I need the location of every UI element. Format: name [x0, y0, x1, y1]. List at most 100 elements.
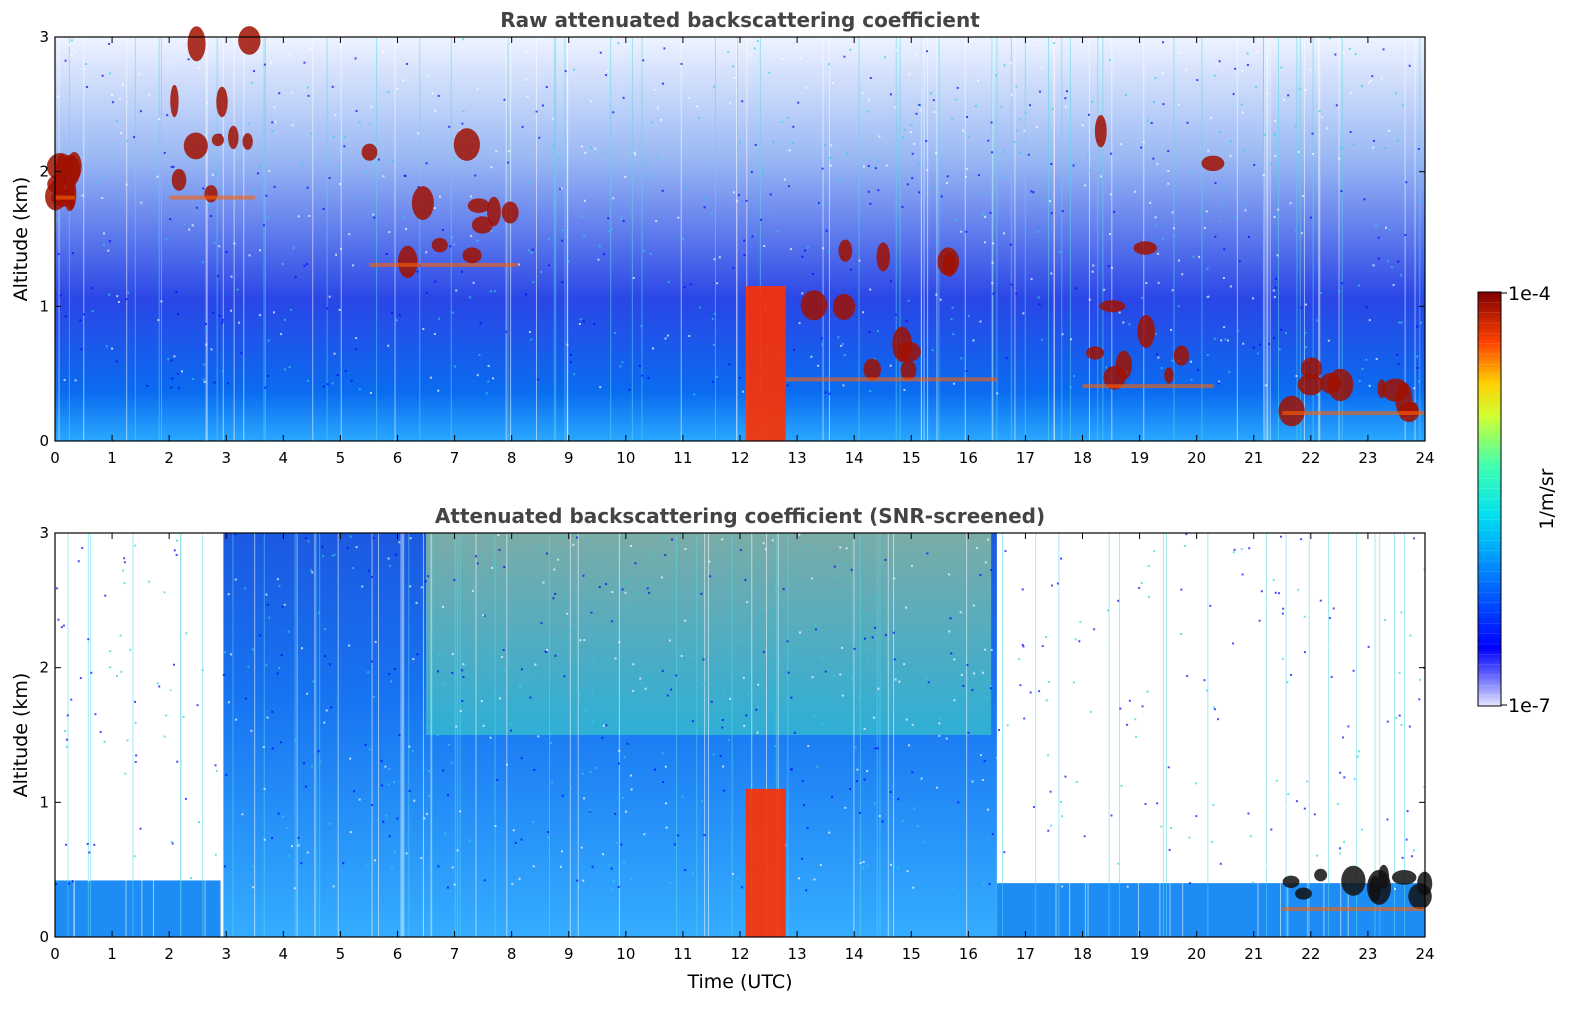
- speckle: [804, 249, 807, 252]
- speckle: [288, 366, 291, 369]
- speckle: [783, 178, 786, 181]
- speckle: [1037, 296, 1040, 299]
- speckle: [1064, 97, 1067, 100]
- speckle: [951, 118, 954, 121]
- speckle: [278, 92, 281, 95]
- speckle: [1330, 675, 1333, 678]
- speckle: [99, 731, 102, 734]
- cloud-cell: [1086, 346, 1104, 360]
- speckle: [977, 79, 980, 82]
- speckle: [437, 670, 440, 673]
- speckle: [1244, 204, 1247, 207]
- speckle: [470, 195, 473, 198]
- speckle: [1417, 147, 1420, 150]
- speckle: [464, 537, 467, 540]
- speckle: [833, 565, 836, 568]
- speckle: [392, 781, 395, 784]
- x-tick-label: 23: [1358, 449, 1377, 467]
- speckle: [370, 660, 373, 663]
- speckle: [946, 181, 949, 184]
- speckle: [1177, 259, 1180, 262]
- speckle: [979, 320, 982, 323]
- speckle: [526, 95, 529, 98]
- speckle: [321, 545, 324, 548]
- speckle: [741, 886, 744, 889]
- speckle: [1170, 827, 1173, 830]
- speckle: [1134, 718, 1137, 721]
- speckle: [1274, 591, 1277, 594]
- speckle: [94, 539, 97, 542]
- speckle: [429, 376, 432, 379]
- speckle: [310, 569, 313, 572]
- cloud-cell: [431, 237, 448, 253]
- speckle: [991, 282, 994, 285]
- speckle: [910, 564, 913, 567]
- speckle: [926, 678, 929, 681]
- speckle: [1035, 126, 1038, 129]
- speckle: [617, 697, 620, 700]
- speckle: [893, 577, 896, 580]
- speckle: [382, 175, 385, 178]
- speckle: [1004, 550, 1007, 553]
- speckle: [349, 535, 352, 538]
- speckle: [324, 628, 327, 631]
- speckle: [304, 785, 307, 788]
- speckle: [129, 648, 132, 651]
- speckle: [1334, 593, 1337, 596]
- speckle: [1150, 687, 1153, 690]
- speckle: [703, 834, 706, 837]
- speckle: [1049, 200, 1052, 203]
- speckle: [1218, 131, 1221, 134]
- speckle: [623, 861, 626, 864]
- speckle: [62, 624, 65, 627]
- speckle: [1046, 198, 1049, 201]
- speckle: [1017, 183, 1020, 186]
- speckle: [938, 734, 941, 737]
- speckle: [426, 725, 429, 728]
- speckle: [81, 546, 84, 549]
- speckle: [1368, 319, 1371, 322]
- speckle: [173, 663, 176, 666]
- speckle: [732, 267, 735, 270]
- speckle: [843, 590, 846, 593]
- speckle: [622, 219, 625, 222]
- speckle: [629, 545, 632, 548]
- speckle: [412, 658, 415, 661]
- speckle: [584, 710, 587, 713]
- speckle: [800, 57, 803, 60]
- speckle: [1423, 727, 1426, 730]
- speckle: [1171, 211, 1174, 214]
- speckle: [894, 678, 897, 681]
- speckle: [300, 862, 303, 865]
- speckle: [417, 186, 420, 189]
- speckle: [1210, 116, 1213, 119]
- speckle: [338, 308, 341, 311]
- speckle: [373, 216, 376, 219]
- speckle: [911, 152, 914, 155]
- speckle: [422, 327, 425, 330]
- speckle: [56, 880, 59, 883]
- speckle: [388, 672, 391, 675]
- x-tick-label: 10: [616, 449, 635, 467]
- speckle: [372, 213, 375, 216]
- speckle: [1278, 348, 1281, 351]
- speckle: [206, 101, 209, 104]
- speckle: [1084, 184, 1087, 187]
- speckle: [565, 612, 568, 615]
- speckle: [274, 120, 277, 123]
- cloud-cell: [900, 360, 917, 381]
- speckle: [361, 196, 364, 199]
- speckle: [1160, 760, 1163, 763]
- speckle: [1319, 599, 1322, 602]
- speckle: [1072, 164, 1075, 167]
- speckle: [148, 580, 151, 583]
- speckle: [630, 774, 633, 777]
- speckle: [908, 744, 911, 747]
- speckle: [205, 323, 208, 326]
- speckle: [716, 282, 719, 285]
- speckle: [1255, 86, 1258, 89]
- speckle: [1157, 281, 1160, 284]
- speckle: [358, 121, 361, 124]
- speckle: [926, 168, 929, 171]
- speckle: [1050, 163, 1053, 166]
